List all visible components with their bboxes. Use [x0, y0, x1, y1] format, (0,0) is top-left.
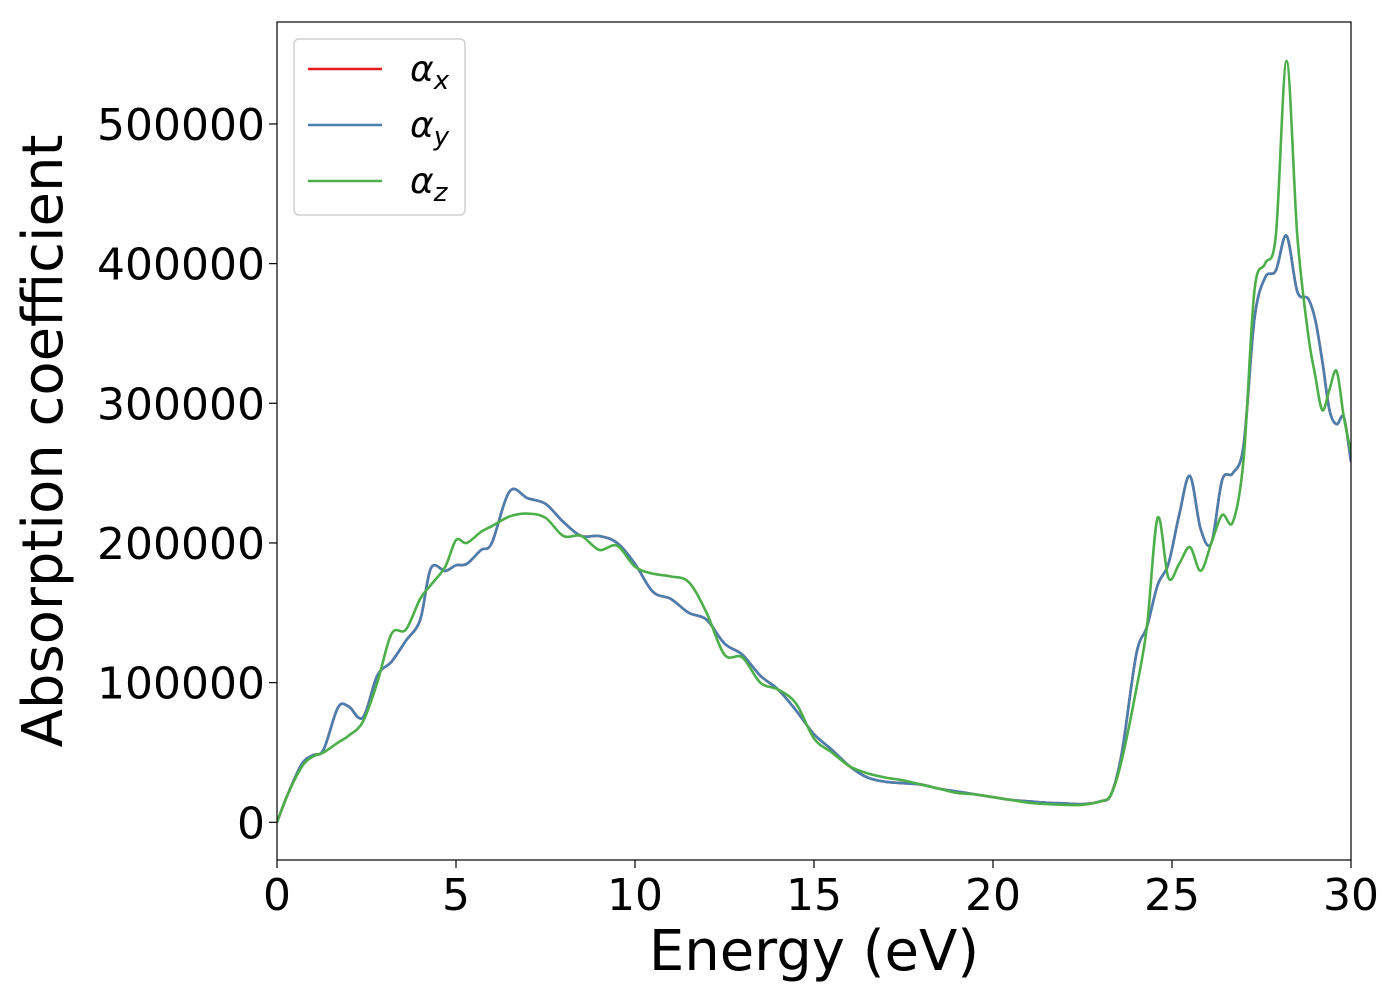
x-tick-label: 0: [263, 870, 291, 921]
x-tick-label: 30: [1323, 870, 1379, 921]
x-tick-label: 20: [965, 870, 1021, 921]
y-axis-label: Absorption coefficient: [11, 135, 76, 748]
y-tick-label: 100000: [97, 659, 265, 710]
x-tick-label: 15: [786, 870, 842, 921]
legend-box: [293, 38, 466, 216]
x-axis-ticks: 0 5 10 15 20 25 30: [263, 860, 1379, 921]
y-tick-label: 300000: [97, 379, 265, 430]
y-axis-ticks: 0 100000 200000 300000 400000 500000: [97, 100, 277, 849]
x-axis-label: Energy (eV): [649, 919, 979, 984]
y-tick-label: 200000: [97, 519, 265, 570]
series-lines: [277, 59, 1351, 823]
x-tick-label: 10: [607, 870, 663, 921]
x-tick-label: 25: [1144, 870, 1200, 921]
y-tick-label: 0: [237, 798, 265, 849]
series-line-z: [277, 59, 1351, 823]
y-tick-label: 500000: [97, 100, 265, 151]
x-tick-label: 5: [442, 870, 470, 921]
y-tick-label: 400000: [97, 240, 265, 291]
